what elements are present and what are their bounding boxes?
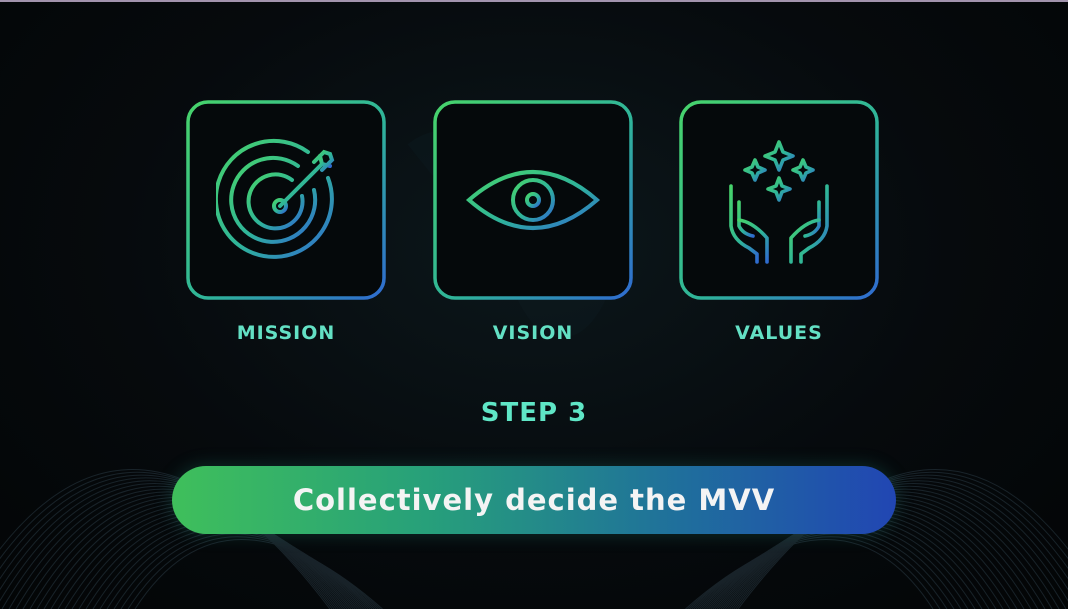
wave-line [1, 486, 343, 609]
top-divider [0, 0, 1068, 2]
wave-line [0, 480, 339, 609]
wave-line [731, 477, 1068, 609]
mvv-banner-text: Collectively decide the MVV [292, 483, 776, 517]
wave-line [720, 491, 1053, 609]
wave-line [0, 483, 341, 609]
vision-card [433, 100, 633, 300]
values-label: VALUES [735, 322, 823, 344]
mission-label: MISSION [236, 322, 336, 344]
wave-line [0, 477, 337, 609]
wave-line [718, 494, 1046, 609]
wave-line [0, 469, 331, 609]
wave-line [99, 525, 373, 609]
values-card [679, 100, 879, 300]
wave-line [727, 483, 1068, 609]
wave-line [689, 533, 948, 609]
target-arrow-icon [216, 138, 335, 259]
wave-line [134, 539, 383, 609]
wave-line [8, 488, 346, 609]
wave-line [695, 525, 969, 609]
wave-line [725, 486, 1067, 609]
wave-line [685, 539, 934, 609]
eye-icon [465, 170, 601, 230]
wave-line [127, 536, 381, 609]
wave-line [722, 488, 1060, 609]
wave-line [729, 480, 1068, 609]
wave-line [15, 491, 348, 609]
wave-line [120, 533, 379, 609]
wave-line [737, 469, 1068, 609]
hands-sparkles-icon [729, 140, 829, 264]
mvv-banner: Collectively decide the MVV [172, 466, 896, 534]
mission-card [186, 100, 386, 300]
wave-line [22, 494, 350, 609]
step-heading: STEP 3 [480, 398, 588, 428]
wave-line [687, 536, 941, 609]
vision-label: VISION [492, 322, 574, 344]
